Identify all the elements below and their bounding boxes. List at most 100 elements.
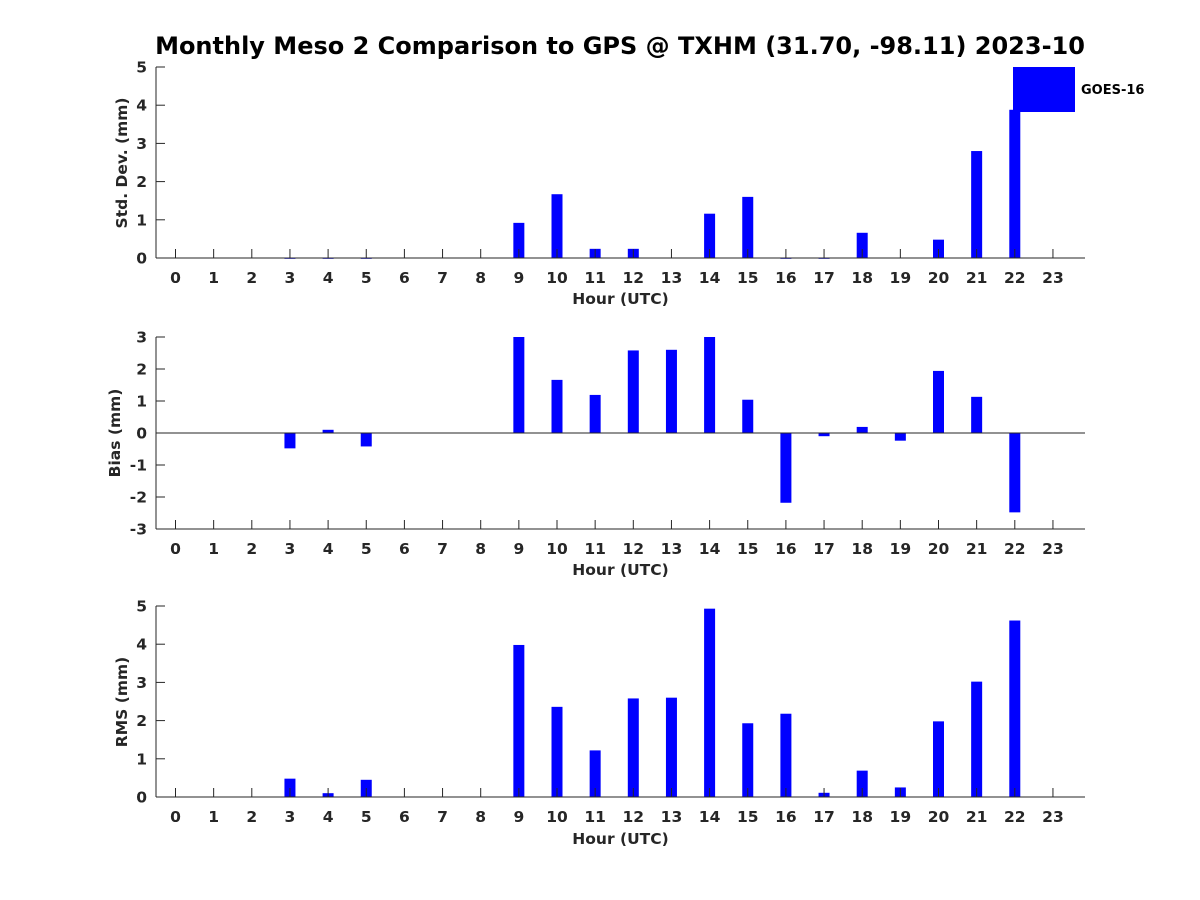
- xtick-label-rms: 16: [775, 808, 797, 826]
- xtick-label-stddev: 2: [246, 269, 257, 287]
- bar-rms-14: [704, 608, 716, 797]
- bar-rms-18: [856, 770, 868, 797]
- xtick-label-stddev: 16: [775, 269, 797, 287]
- bar-stddev-22: [1009, 109, 1021, 258]
- ytick-label-stddev: 4: [136, 97, 147, 115]
- bar-stddev-20: [933, 239, 944, 258]
- ylabel-bias: Bias (mm): [106, 389, 124, 478]
- bar-rms-10: [551, 706, 563, 797]
- ytick-label-bias: 0: [136, 425, 147, 443]
- bar-rms-9: [513, 644, 525, 797]
- xtick-label-bias: 6: [399, 540, 410, 558]
- chart-title: Monthly Meso 2 Comparison to GPS @ TXHM …: [155, 32, 1085, 60]
- bar-bias-14: [704, 337, 716, 433]
- xtick-label-bias: 22: [1004, 540, 1026, 558]
- bar-rms-20: [933, 721, 944, 797]
- xtick-label-bias: 5: [361, 540, 372, 558]
- xtick-label-bias: 16: [775, 540, 797, 558]
- xtick-label-bias: 17: [813, 540, 835, 558]
- xtick-label-stddev: 13: [661, 269, 683, 287]
- xtick-label-rms: 1: [208, 808, 219, 826]
- xtick-label-bias: 13: [661, 540, 683, 558]
- xtick-label-bias: 11: [584, 540, 606, 558]
- xtick-label-rms: 14: [699, 808, 721, 826]
- xtick-label-rms: 2: [246, 808, 257, 826]
- ytick-label-stddev: 1: [136, 211, 147, 229]
- xtick-label-bias: 8: [475, 540, 486, 558]
- xtick-label-stddev: 22: [1004, 269, 1026, 287]
- xtick-label-rms: 23: [1042, 808, 1064, 826]
- xtick-label-rms: 13: [661, 808, 683, 826]
- bar-stddev-15: [742, 196, 754, 258]
- xtick-label-rms: 7: [437, 808, 448, 826]
- xtick-label-rms: 0: [170, 808, 181, 826]
- ytick-label-rms: 3: [136, 674, 147, 692]
- xtick-label-bias: 0: [170, 540, 181, 558]
- xtick-label-bias: 18: [851, 540, 873, 558]
- xtick-label-rms: 8: [475, 808, 486, 826]
- legend-label: GOES-16: [1081, 83, 1144, 98]
- xtick-label-stddev: 23: [1042, 269, 1064, 287]
- ytick-label-stddev: 2: [136, 173, 147, 191]
- bar-bias-3: [284, 433, 296, 449]
- bar-bias-5: [360, 433, 372, 447]
- bar-bias-9: [513, 337, 525, 433]
- xtick-label-rms: 4: [323, 808, 334, 826]
- xtick-label-stddev: 8: [475, 269, 486, 287]
- ytick-label-bias: 2: [136, 361, 147, 379]
- panel-stddev: Std. Dev. (mm) Hour (UTC): [113, 98, 669, 308]
- xtick-label-bias: 23: [1042, 540, 1064, 558]
- xtick-label-stddev: 1: [208, 269, 219, 287]
- xtick-label-bias: 19: [890, 540, 912, 558]
- bar-rms-16: [780, 713, 792, 797]
- xlabel-stddev: Hour (UTC): [572, 290, 668, 308]
- xtick-label-stddev: 11: [584, 269, 606, 287]
- xtick-label-rms: 11: [584, 808, 606, 826]
- ylabel-stddev: Std. Dev. (mm): [113, 98, 131, 229]
- xtick-label-rms: 5: [361, 808, 372, 826]
- panel-rms: RMS (mm) Hour (UTC): [113, 657, 669, 848]
- ytick-label-rms: 4: [136, 636, 147, 654]
- xtick-label-bias: 7: [437, 540, 448, 558]
- bar-rms-12: [627, 698, 639, 797]
- xlabel-rms: Hour (UTC): [572, 830, 668, 848]
- bar-rms-22: [1009, 620, 1021, 797]
- xtick-label-rms: 12: [623, 808, 645, 826]
- bar-rms-3: [284, 778, 296, 797]
- bar-stddev-18: [856, 232, 868, 258]
- bar-bias-15: [742, 399, 754, 433]
- xtick-label-rms: 3: [285, 808, 296, 826]
- ytick-label-bias: -1: [130, 457, 147, 475]
- xtick-label-stddev: 14: [699, 269, 721, 287]
- bar-bias-10: [551, 379, 563, 433]
- xtick-label-bias: 20: [928, 540, 950, 558]
- bar-stddev-10: [551, 194, 563, 258]
- xtick-label-rms: 22: [1004, 808, 1026, 826]
- bar-stddev-14: [704, 213, 716, 258]
- xtick-label-stddev: 3: [285, 269, 296, 287]
- xtick-label-rms: 19: [890, 808, 912, 826]
- bar-rms-21: [971, 681, 983, 797]
- xtick-label-stddev: 18: [851, 269, 873, 287]
- bar-stddev-21: [971, 151, 983, 258]
- xtick-label-rms: 18: [851, 808, 873, 826]
- xtick-label-bias: 2: [246, 540, 257, 558]
- bar-bias-12: [627, 350, 639, 433]
- xtick-label-bias: 3: [285, 540, 296, 558]
- xtick-label-rms: 10: [546, 808, 568, 826]
- xtick-label-stddev: 7: [437, 269, 448, 287]
- ytick-label-bias: 1: [136, 393, 147, 411]
- bar-bias-20: [933, 370, 944, 433]
- ytick-label-stddev: 3: [136, 135, 147, 153]
- xtick-label-stddev: 20: [928, 269, 950, 287]
- xtick-label-stddev: 10: [546, 269, 568, 287]
- legend: GOES-16: [1013, 67, 1144, 112]
- xtick-label-bias: 1: [208, 540, 219, 558]
- bar-bias-21: [971, 396, 983, 433]
- xtick-label-stddev: 9: [513, 269, 524, 287]
- panel-bias: Bias (mm) Hour (UTC): [106, 389, 669, 579]
